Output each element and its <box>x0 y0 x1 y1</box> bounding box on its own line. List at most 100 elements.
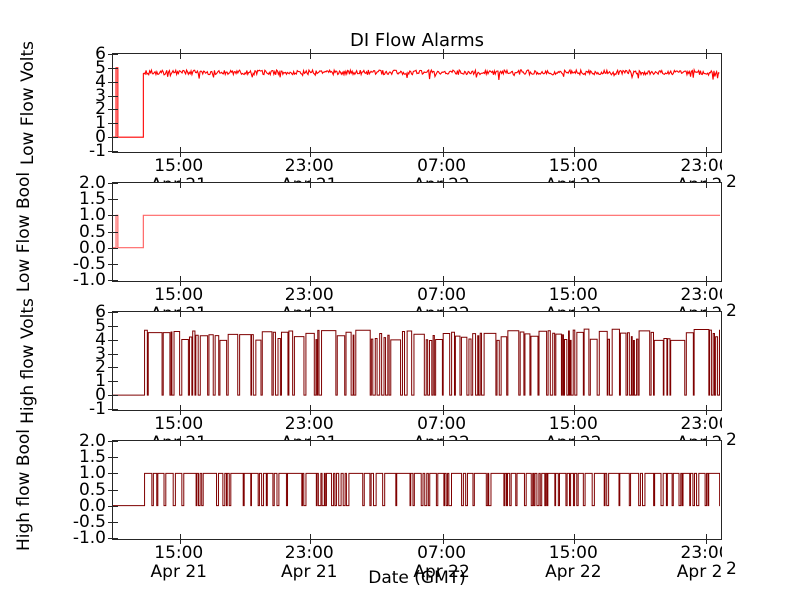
xtick-label-time: 23:00 <box>284 157 334 176</box>
xtick-mark <box>310 534 312 539</box>
ytick-mark-inner <box>113 441 118 442</box>
ytick-label: 2.0 <box>78 173 106 193</box>
ytick-mark <box>108 339 113 341</box>
xtick-label-clipped: 2 <box>726 172 737 192</box>
yaxis-title-low-flow-volts: Low Flow Volts <box>18 40 38 166</box>
xtick-label-time: 07:00 <box>417 157 467 176</box>
xtick-label-date: Apr 22 <box>545 434 601 442</box>
ytick-mark <box>108 67 113 69</box>
ytick-mark-inner <box>113 151 118 152</box>
series-path <box>113 328 720 396</box>
ytick-label: 1.0 <box>78 205 106 226</box>
xtick-label-date: Apr 22 <box>413 434 469 442</box>
xtick-label-date: Apr 22 <box>545 562 602 582</box>
ytick-mark-inner <box>113 473 118 475</box>
ytick-label: 1.5 <box>78 189 106 210</box>
xtick-label-date: Apr 22 <box>677 176 722 184</box>
ytick-mark <box>108 505 113 507</box>
xaxis-title: Date (GMT) <box>368 568 466 588</box>
xtick-mark <box>706 307 708 312</box>
ytick-mark-inner <box>113 123 118 125</box>
ytick-mark-inner <box>113 81 118 83</box>
xtick-mark <box>574 178 576 183</box>
ytick-mark <box>108 151 113 152</box>
xtick-mark <box>179 410 181 415</box>
ytick-label: 2.0 <box>78 431 106 451</box>
xtick-mark <box>310 441 312 446</box>
xtick-label-date: Apr 21 <box>281 305 337 313</box>
xtick-label-date: Apr 21 <box>281 176 337 184</box>
xtick-mark <box>706 183 708 188</box>
xtick-mark <box>442 410 444 415</box>
ytick-mark <box>108 280 113 281</box>
ytick-label: 1 <box>95 113 106 134</box>
xtick-mark <box>706 410 708 415</box>
xtick-mark <box>179 312 181 317</box>
xtick-mark <box>179 178 181 183</box>
xtick-label-date: Apr 21 <box>151 176 207 184</box>
ytick-label: 3 <box>95 85 106 106</box>
xtick-mark <box>706 49 708 54</box>
xtick-mark <box>442 281 444 286</box>
xtick-label-date: Apr 22 <box>413 176 469 184</box>
ytick-mark-inner <box>113 505 118 507</box>
xtick-mark <box>442 54 444 59</box>
ytick-mark-inner <box>113 109 118 111</box>
xtick-label-time: 15:00 <box>548 415 598 434</box>
xtick-label-time: 23:00 <box>284 544 334 563</box>
xtick-label-time: 23:00 <box>680 286 722 305</box>
xtick-mark <box>310 312 312 317</box>
xtick-mark <box>179 152 181 157</box>
xtick-mark <box>574 49 576 54</box>
xtick-mark <box>442 183 444 188</box>
xtick-mark <box>310 152 312 157</box>
xtick-label-date: Apr 21 <box>151 305 207 313</box>
ytick-mark-inner <box>113 67 118 69</box>
plot-area-4 <box>113 441 721 539</box>
xtick-label-time: 23:00 <box>284 286 334 305</box>
xtick-mark <box>442 178 444 183</box>
ytick-mark-inner <box>113 199 118 201</box>
xtick-mark <box>179 405 181 410</box>
ytick-label: 0 <box>95 385 106 406</box>
series-path <box>113 67 720 138</box>
chart-title: DI Flow Alarms <box>0 30 800 51</box>
xtick-mark <box>179 436 181 441</box>
xtick-label-clipped: 2 <box>726 559 737 579</box>
xtick-label-time: 15:00 <box>548 157 598 176</box>
ytick-label: -1 <box>89 399 106 419</box>
xtick-mark <box>310 54 312 59</box>
xtick-mark <box>179 281 181 286</box>
ytick-label: 3 <box>95 343 106 364</box>
xtick-mark <box>574 183 576 188</box>
ytick-mark <box>108 367 113 369</box>
xtick-mark <box>442 405 444 410</box>
ytick-label: -0.5 <box>72 511 106 532</box>
xtick-mark <box>179 147 181 152</box>
ytick-label: 6 <box>95 44 106 64</box>
xtick-mark <box>706 178 708 183</box>
ytick-mark <box>108 109 113 111</box>
xtick-label-date: Apr 21 <box>281 434 337 442</box>
ytick-label: 1.0 <box>78 463 106 484</box>
ytick-mark <box>108 538 113 539</box>
xtick-mark <box>179 54 181 59</box>
xtick-mark <box>310 281 312 286</box>
ytick-mark <box>108 199 113 201</box>
ytick-mark <box>108 409 113 410</box>
plot-area-2 <box>113 183 721 281</box>
ytick-label: 5 <box>95 57 106 78</box>
xtick-label-time: 07:00 <box>417 415 467 434</box>
ytick-mark-inner <box>113 538 118 539</box>
xtick-label-time: 07:00 <box>417 544 467 563</box>
xtick-label-date: Apr 22 <box>545 176 601 184</box>
xtick-label-date: Apr 21 <box>281 562 338 582</box>
